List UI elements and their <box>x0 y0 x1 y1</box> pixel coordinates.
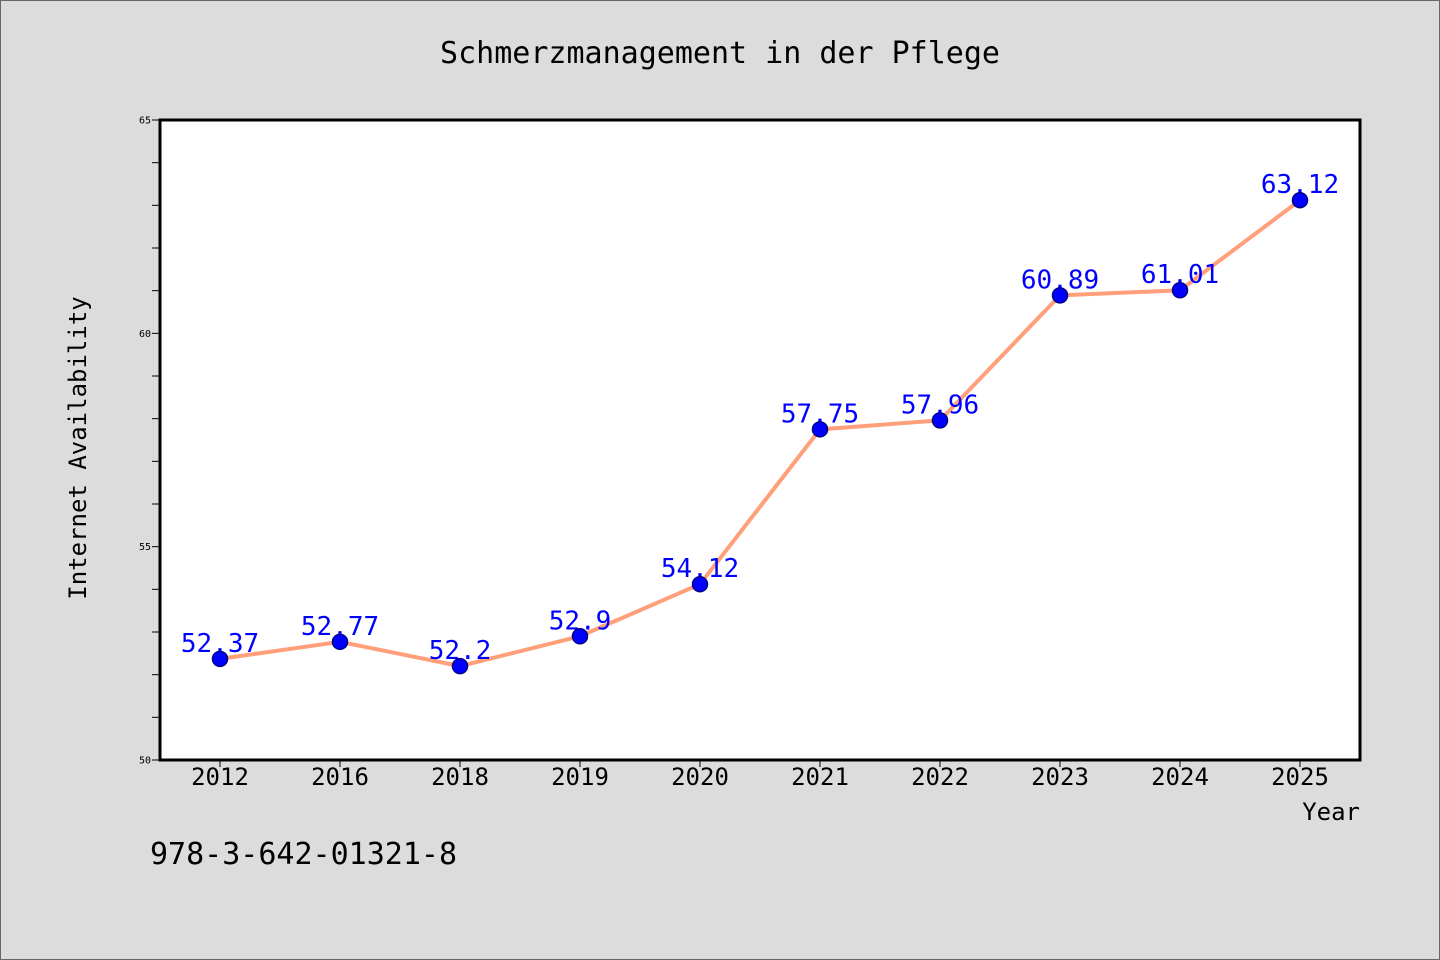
data-point <box>571 628 589 645</box>
x-tick-label: 2024 <box>1151 763 1209 791</box>
y-tick-label: 50 <box>139 756 151 767</box>
data-point <box>451 657 469 675</box>
plot-frame <box>158 118 1362 762</box>
x-tick-label: 2025 <box>1271 763 1329 791</box>
y-tick-label: 60 <box>139 329 151 340</box>
data-point <box>331 633 349 651</box>
data-point <box>211 650 229 668</box>
data-point <box>811 421 829 438</box>
y-axis-label: Internet Availability <box>64 296 92 599</box>
isbn-text: 978-3-642-01321-8 <box>150 837 457 872</box>
data-point <box>1171 281 1189 299</box>
series-line <box>218 198 1302 669</box>
x-tick-label: 2020 <box>671 763 729 791</box>
data-point <box>1051 287 1069 304</box>
x-tick-label: 2012 <box>191 763 249 791</box>
x-tick-label: 2021 <box>791 763 849 791</box>
data-point <box>691 575 709 593</box>
x-axis: 2012 2016 2018 2019 2020 2021 2022 2023 2024 2025 <box>191 760 1329 791</box>
x-tick-label: 2019 <box>551 763 609 791</box>
x-axis-label: Year <box>1302 798 1360 826</box>
x-tick-label: 2022 <box>911 763 969 791</box>
y-tick-label: 55 <box>139 542 151 553</box>
data-point <box>931 412 949 429</box>
plot-area <box>160 120 1360 760</box>
data-point <box>1291 191 1309 209</box>
x-tick-label: 2016 <box>311 763 369 791</box>
x-tick-label: 2018 <box>431 763 489 791</box>
chart-title: Schmerzmanagement in der Pflege <box>440 36 1000 71</box>
y-tick-label: 65 <box>139 116 151 127</box>
x-tick-label: 2023 <box>1031 763 1089 791</box>
